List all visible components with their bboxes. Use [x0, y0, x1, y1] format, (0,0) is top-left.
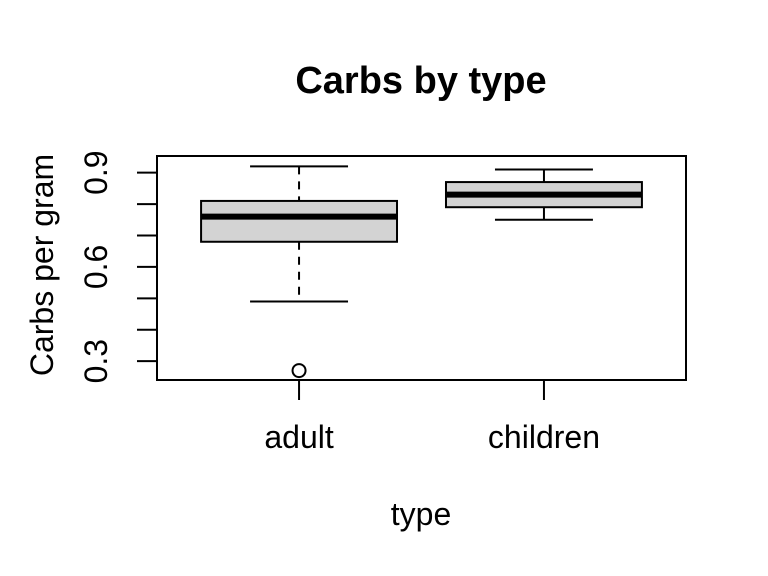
x-axis-label: type — [391, 496, 451, 532]
chart-title: Carbs by type — [295, 60, 546, 102]
plot-area: 0.9 0.6 0.3 adult children — [78, 150, 643, 455]
plot-frame — [156, 155, 687, 381]
box-adult — [200, 199, 399, 243]
x-tick-label-children: children — [488, 419, 600, 455]
x-tick-label-adult: adult — [264, 419, 334, 455]
outlier-point-adult — [291, 363, 307, 379]
y-tick-label: 0.6 — [78, 245, 114, 289]
y-axis-label: Carbs per gram — [24, 154, 60, 376]
y-tick-label: 0.9 — [78, 150, 114, 194]
y-tick-label: 0.3 — [78, 339, 114, 383]
